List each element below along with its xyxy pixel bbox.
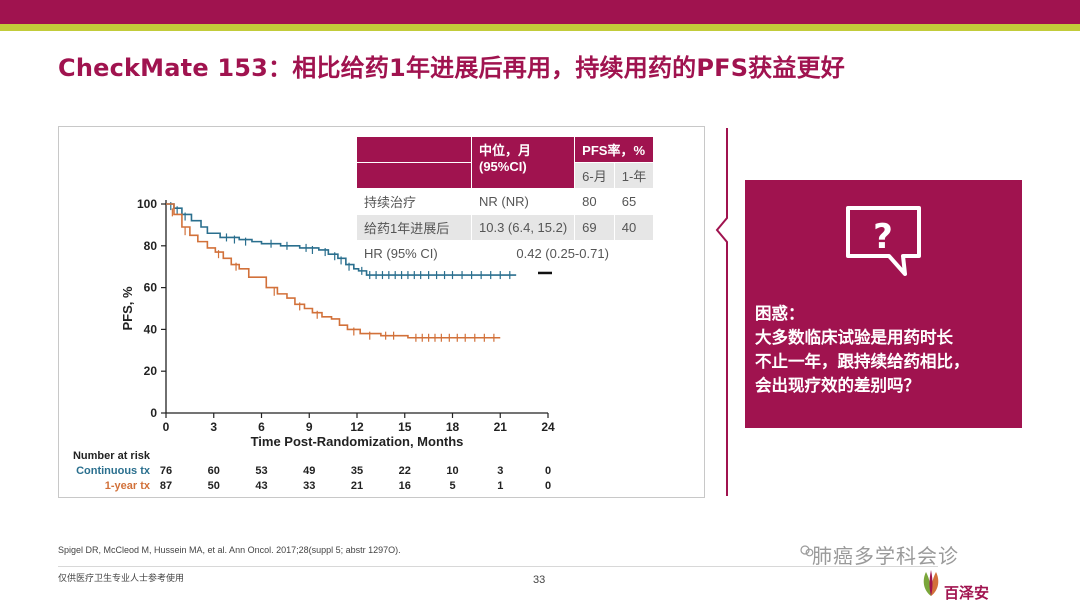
risk-value: 5	[449, 480, 455, 492]
risk-value: 21	[351, 480, 363, 492]
risk-row-label: Continuous tx	[76, 465, 151, 477]
x-tick-label: 0	[163, 420, 170, 434]
subheader-1y: 1-年	[614, 163, 654, 188]
x-tick-label: 3	[210, 420, 217, 434]
question-line-3: 会出现疗效的差别吗？	[755, 376, 920, 395]
risk-value: 35	[351, 465, 363, 477]
x-tick-label: 12	[350, 420, 364, 434]
x-tick-label: 18	[446, 420, 460, 434]
row-6m-1year: 69	[575, 215, 614, 240]
svg-text:?: ?	[873, 217, 893, 257]
slide-title: CheckMate 153：相比给药1年进展后再用，持续用药的PFS获益更好	[58, 54, 846, 82]
risk-value: 16	[399, 480, 411, 492]
risk-value: 1	[497, 480, 503, 492]
subheader-6m: 6-月	[575, 163, 614, 188]
y-tick-label: 60	[144, 281, 158, 295]
risk-value: 60	[208, 465, 220, 477]
row-6m-continuous: 80	[582, 194, 597, 209]
page-number: 33	[533, 574, 546, 586]
row-value-hr: 0.42 (0.25-0.71)	[516, 245, 609, 261]
row-1y-continuous: 65	[621, 194, 637, 209]
risk-row-label: 1-year tx	[105, 480, 151, 492]
footer-divider	[58, 566, 938, 567]
reference-citation: Spigel DR, McCleod M, Hussein MA, et al.…	[58, 545, 401, 555]
bracket-divider	[715, 128, 728, 496]
question-box: ? 困惑： 大多数临床试验是用药时长 不止一年，跟持续给药相比， 会出现疗效的差…	[745, 180, 1022, 428]
row-1y-1year: 40	[614, 215, 654, 240]
y-tick-label: 40	[144, 322, 158, 336]
risk-value: 49	[303, 465, 315, 477]
header-median-line1: 中位，月	[479, 143, 532, 158]
x-tick-label: 9	[306, 420, 313, 434]
y-tick-label: 80	[144, 239, 158, 253]
km-figure: 0 20 40 60 80 100 0 3 6 9 12 15 18 21 24 Time Post-Rand…	[58, 126, 705, 498]
question-text: 困惑： 大多数临床试验是用药时长 不止一年，跟持续给药相比， 会出现疗效的差别吗…	[755, 302, 970, 398]
x-tick-label: 15	[398, 420, 412, 434]
table-corner-lower	[357, 163, 471, 188]
x-tick-label: 21	[494, 420, 508, 434]
top-accent-stripe	[0, 24, 1080, 31]
series-line-continuous	[166, 203, 517, 276]
question-bubble-icon: ?	[846, 206, 921, 276]
risk-value: 43	[255, 480, 267, 492]
watermark: 肺癌多学科会诊	[812, 544, 959, 568]
row-median-1year: 10.3 (6.4, 15.2)	[472, 215, 575, 240]
series-line-one-year	[166, 203, 501, 339]
table-corner	[357, 137, 471, 162]
row-label-continuous: 持续治疗	[364, 195, 417, 210]
question-line-2: 不止一年，跟持续给药相比，	[755, 352, 970, 371]
question-line-1: 大多数临床试验是用药时长	[755, 328, 953, 347]
risk-value: 22	[399, 465, 411, 477]
y-axis-title: PFS, %	[120, 286, 135, 331]
risk-value: 76	[160, 465, 172, 477]
row-label-hr: HR (95% CI)	[364, 245, 438, 261]
risk-value: 87	[160, 480, 172, 492]
top-banner	[0, 0, 1080, 24]
header-median-line2: (95%CI)	[479, 159, 527, 174]
risk-value: 10	[446, 465, 458, 477]
y-tick-label: 100	[137, 197, 157, 211]
row-median-continuous: NR (NR)	[479, 194, 529, 209]
risk-value: 0	[545, 480, 551, 492]
risk-value: 53	[255, 465, 267, 477]
row-label-1year: 给药1年进展后	[357, 215, 471, 240]
risk-title: Number at risk	[73, 450, 151, 462]
risk-value: 0	[545, 465, 551, 477]
risk-value: 3	[497, 465, 503, 477]
x-tick-label: 6	[258, 420, 265, 434]
header-median: 中位，月 (95%CI)	[472, 137, 575, 188]
question-heading: 困惑：	[755, 304, 805, 323]
y-tick-label: 20	[144, 364, 158, 378]
pfs-summary-table: 中位，月 (95%CI) PFS率，% 6-月 1-年 持续治疗 NR (NR)…	[356, 136, 654, 266]
x-tick-label: 24	[541, 420, 555, 434]
risk-value: 33	[303, 480, 315, 492]
footer-note: 仅供医疗卫生专业人士参考使用	[58, 574, 185, 584]
logo-text: 百泽安	[944, 584, 990, 602]
y-tick-label: 0	[150, 406, 157, 420]
logo-leaf-icon	[923, 570, 939, 596]
header-pfs: PFS率，%	[575, 137, 654, 162]
wechat-icon	[800, 545, 814, 557]
x-axis-title: Time Post-Randomization, Months	[251, 434, 464, 449]
risk-value: 50	[208, 480, 220, 492]
